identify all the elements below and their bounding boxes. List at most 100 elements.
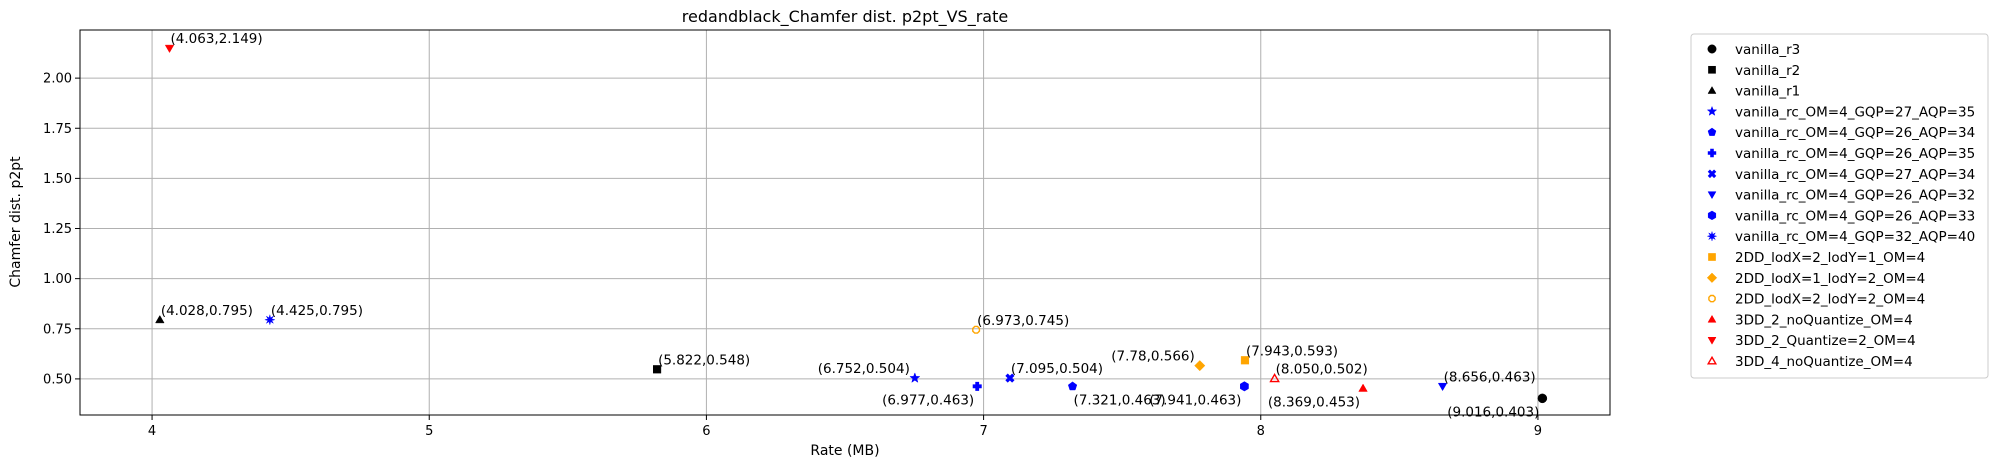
marker — [1707, 127, 1717, 136]
data-point: (7.095,0.504) — [1005, 361, 1103, 383]
marker — [1707, 337, 1717, 345]
data-label: (4.425,0.795) — [271, 303, 363, 319]
legend-label: vanilla_rc_OM=4_GQP=27_AQP=35 — [1735, 104, 1975, 120]
legend-label: 2DD_lodX=2_lodY=2_OM=4 — [1735, 292, 1925, 308]
marker — [653, 365, 662, 374]
data-label: (7.321,0.463) — [1074, 392, 1166, 408]
legend-entry: vanilla_rc_OM=4_GQP=27_AQP=35 — [1706, 104, 1975, 120]
marker — [1707, 314, 1717, 323]
legend-entry: 3DD_4_noQuantize_OM=4 — [1706, 354, 1913, 370]
marker — [1240, 356, 1250, 365]
data-point: (7.321,0.463) — [1067, 381, 1166, 408]
x-tick-label: 8 — [1257, 424, 1265, 439]
marker — [1707, 44, 1717, 54]
marker — [264, 314, 275, 325]
data-label: (6.752,0.504) — [818, 361, 910, 377]
legend-entry: vanilla_rc_OM=4_GQP=32_AQP=40 — [1707, 229, 1975, 245]
legend-label: 3DD_2_Quantize=2_OM=4 — [1735, 333, 1916, 349]
marker — [972, 381, 982, 391]
y-tick-label: 0.50 — [43, 372, 72, 387]
x-axis: 4 5 6 7 8 9 — [148, 415, 1542, 439]
data-point: (6.752,0.504) — [818, 361, 921, 383]
legend-entry: vanilla_r1 — [1707, 84, 1800, 100]
data-label: (5.822,0.548) — [658, 352, 750, 368]
legend-entry: 2DD_lodX=1_lodY=2_OM=4 — [1706, 271, 1925, 287]
legend-entry: vanilla_rc_OM=4_GQP=26_AQP=32 — [1707, 188, 1975, 204]
legend-label: vanilla_rc_OM=4_GQP=26_AQP=35 — [1735, 146, 1975, 162]
y-tick-label: 1.25 — [43, 222, 72, 237]
data-label: (4.028,0.795) — [161, 303, 253, 319]
marker — [1708, 294, 1716, 303]
legend-label: vanilla_r3 — [1735, 42, 1800, 58]
data-point: (8.656,0.463) — [1437, 369, 1536, 392]
marker — [1707, 210, 1717, 221]
marker — [1707, 231, 1717, 241]
marker — [1707, 191, 1717, 200]
data-label: (7.943,0.593) — [1246, 343, 1338, 359]
legend-label: vanilla_r1 — [1735, 84, 1800, 100]
marker — [155, 314, 165, 324]
legend-entry: 2DD_lodX=2_lodY=2_OM=4 — [1708, 292, 1925, 308]
marker — [1706, 272, 1718, 283]
data-point: (7.943,0.593) — [1240, 343, 1338, 365]
legend-entry: vanilla_rc_OM=4_GQP=26_AQP=34 — [1707, 125, 1975, 141]
marker — [1194, 360, 1206, 372]
legend-label: 3DD_4_noQuantize_OM=4 — [1735, 354, 1913, 370]
marker — [1437, 382, 1448, 392]
data-label: (7.941,0.463) — [1149, 392, 1241, 408]
data-point: (7.78,0.566) — [1111, 349, 1206, 372]
data-label: (8.369,0.453) — [1268, 394, 1360, 410]
data-label: (6.973,0.745) — [977, 313, 1069, 329]
legend-entry: vanilla_r3 — [1707, 42, 1800, 58]
data-label: (7.78,0.566) — [1111, 349, 1195, 365]
y-tick-label: 1.00 — [43, 272, 72, 287]
data-point: (7.941,0.463) — [1149, 381, 1249, 408]
marker — [1707, 86, 1717, 94]
data-point: (4.063,2.149) — [164, 31, 263, 54]
marker — [1708, 65, 1716, 74]
data-label: (4.063,2.149) — [171, 31, 263, 47]
marker — [1240, 381, 1249, 392]
x-tick-label: 7 — [979, 424, 987, 439]
legend-label: vanilla_rc_OM=4_GQP=27_AQP=34 — [1735, 167, 1975, 183]
data-point: (4.028,0.795) — [155, 303, 253, 324]
x-tick-label: 6 — [702, 424, 710, 439]
marker — [1707, 148, 1717, 158]
marker — [1707, 169, 1717, 179]
y-tick-label: 2.00 — [43, 72, 72, 87]
y-tick-label: 1.75 — [43, 122, 72, 137]
data-point: (5.822,0.548) — [653, 352, 750, 374]
data-point: (4.425,0.795) — [264, 303, 363, 325]
marker — [1005, 373, 1015, 383]
marker — [909, 372, 921, 383]
x-axis-label: Rate (MB) — [810, 443, 879, 459]
data-label: (6.977,0.463) — [882, 392, 974, 408]
y-tick-label: 0.75 — [43, 322, 72, 337]
y-axis-label: Chamfer dist. p2pt — [8, 156, 24, 288]
legend-label: vanilla_r2 — [1735, 63, 1800, 79]
data-label: (7.095,0.504) — [1011, 361, 1103, 377]
data-point: (8.369,0.453) — [1268, 383, 1368, 410]
marker — [1537, 393, 1548, 404]
y-tick-label: 1.50 — [43, 172, 72, 187]
chart-title: redandblack_Chamfer dist. p2pt_VS_rate — [682, 7, 1008, 27]
legend-frame — [1690, 33, 1989, 379]
marker — [972, 325, 981, 334]
legend-label: 2DD_lodX=1_lodY=2_OM=4 — [1735, 271, 1925, 287]
x-tick-label: 9 — [1534, 424, 1542, 439]
marker — [1706, 105, 1718, 116]
grid — [80, 30, 1610, 415]
data-point: (8.050,0.502) — [1269, 362, 1368, 383]
data-point: (6.977,0.463) — [882, 381, 982, 408]
data-label: (8.050,0.502) — [1276, 362, 1368, 378]
marker — [1708, 253, 1716, 261]
legend-label: vanilla_rc_OM=4_GQP=26_AQP=32 — [1735, 188, 1975, 204]
legend-entry: vanilla_rc_OM=4_GQP=26_AQP=33 — [1707, 208, 1975, 224]
legend: vanilla_r3 vanilla_r2 vanilla_r1 vanilla_rc… — [1690, 33, 1989, 379]
legend-label: vanilla_rc_OM=4_GQP=26_AQP=34 — [1735, 125, 1975, 141]
data-point: (6.973,0.745) — [972, 313, 1069, 334]
legend-entry: 2DD_lodX=2_lodY=1_OM=4 — [1708, 250, 1925, 266]
data-label: (8.656,0.463) — [1444, 369, 1536, 385]
legend-entry: 3DD_2_noQuantize_OM=4 — [1707, 312, 1913, 328]
